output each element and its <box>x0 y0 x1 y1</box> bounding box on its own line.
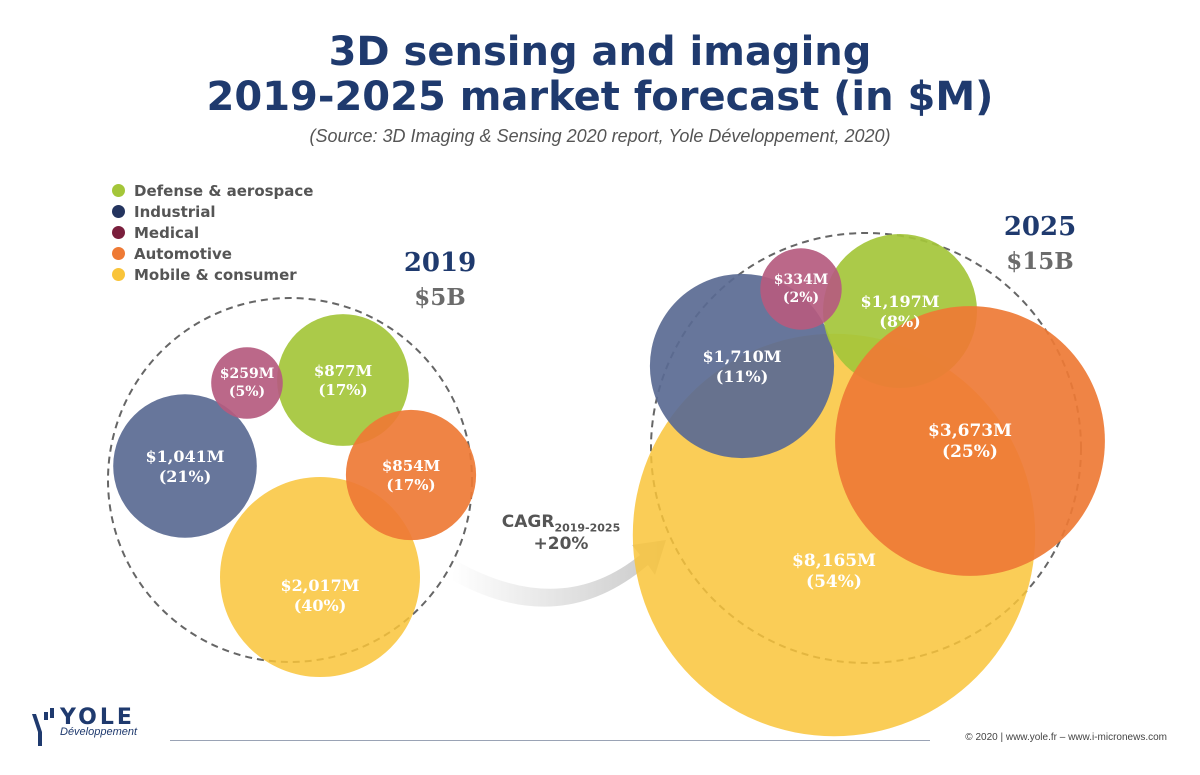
legend-swatch-mobile <box>112 268 125 281</box>
bubble-share-2025-medical: (2%) <box>782 289 820 306</box>
bubble-share-2019-industrial: (21%) <box>158 466 212 486</box>
bubble-value-2019-industrial: $1,041M <box>145 446 225 466</box>
brand-name: YOLE <box>60 705 135 730</box>
legend-swatch-defense <box>112 184 125 197</box>
title-line-1: 3D sensing and imaging <box>328 29 872 75</box>
cagr-period: 2019-2025 <box>554 521 621 535</box>
bubble-2019-automotive <box>345 409 477 541</box>
bubble-label-2019-medical: $259M (5%) <box>220 366 274 401</box>
bubble-value-2019-defense-aerospace: $877M <box>313 362 373 380</box>
bubble-value-2025-automotive: $3,673M <box>928 420 1012 441</box>
legend-item-automotive: Automotive <box>112 243 313 264</box>
bubble-label-2019-industrial: $1,041M (21%) <box>146 447 225 487</box>
bubble-2019-mobile-consumer <box>220 477 420 677</box>
bubble-value-2019-mobile-consumer: $2,017M <box>280 575 360 595</box>
bubble-value-2025-defense-aerospace: $1,197M <box>860 291 940 311</box>
bubble-label-2019-automotive: $854M (17%) <box>382 457 440 495</box>
legend-item-medical: Medical <box>112 222 313 243</box>
title-line-2: 2019-2025 market forecast (in $M) <box>206 74 994 120</box>
total-2019: $5B <box>414 284 466 311</box>
chart-title: 3D sensing and imaging 2019-2025 market … <box>0 30 1200 120</box>
total-2025: $15B <box>1006 248 1074 275</box>
bubble-2019-defense-aerospace <box>277 314 409 446</box>
bubble-label-2025-automotive: $3,673M (25%) <box>928 421 1012 464</box>
bubble-share-2025-mobile-consumer: (54%) <box>806 572 862 593</box>
brand-sub: Développement <box>60 726 138 738</box>
bubble-value-2019-medical: $259M <box>219 366 275 383</box>
brand: YOLE Développement <box>60 705 137 738</box>
bubble-value-2025-mobile-consumer: $8,165M <box>792 550 876 571</box>
yole-logo-icon <box>32 708 54 746</box>
bubble-label-2025-medical: $334M (2%) <box>774 272 828 307</box>
bubble-value-2019-automotive: $854M <box>381 457 441 475</box>
bubble-value-2025-medical: $334M <box>773 272 829 289</box>
legend-label-mobile: Mobile & consumer <box>134 265 297 284</box>
legend-item-industrial: Industrial <box>112 201 313 222</box>
bubble-label-2025-industrial: $1,710M (11%) <box>703 347 782 387</box>
cagr-value: +20% <box>533 534 589 555</box>
bubble-share-2019-mobile-consumer: (40%) <box>293 595 347 615</box>
bubble-share-2019-automotive: (17%) <box>386 475 436 494</box>
cagr-annotation: CAGR2019-2025 +20% <box>486 512 636 554</box>
legend: Defense & aerospace Industrial Medical A… <box>112 180 313 285</box>
legend-swatch-automotive <box>112 247 125 260</box>
bubble-label-2025-defense-aerospace: $1,197M (8%) <box>861 292 940 332</box>
bubbles-2019 <box>113 314 477 677</box>
bubble-label-2025-mobile-consumer: $8,165M (54%) <box>792 551 876 594</box>
bubble-label-2019-defense-aerospace: $877M (17%) <box>314 362 372 400</box>
growth-arrow <box>452 540 666 607</box>
legend-item-defense: Defense & aerospace <box>112 180 313 201</box>
bubble-label-2019-mobile-consumer: $2,017M (40%) <box>281 576 360 616</box>
bubbles-2025 <box>632 234 1105 737</box>
year-2019: 2019 <box>403 248 477 278</box>
bubble-share-2025-industrial: (11%) <box>715 366 769 386</box>
bubble-2025-medical <box>760 248 842 330</box>
bubble-share-2019-medical: (5%) <box>228 383 266 400</box>
legend-swatch-industrial <box>112 205 125 218</box>
bubble-share-2025-automotive: (25%) <box>942 441 998 462</box>
footer-divider <box>170 740 930 741</box>
bubble-2019-medical <box>211 347 283 419</box>
legend-item-mobile: Mobile & consumer <box>112 264 313 285</box>
bubble-share-2025-defense-aerospace: (8%) <box>879 311 921 331</box>
legend-label-medical: Medical <box>134 223 200 242</box>
bubble-2019-industrial <box>113 394 257 538</box>
cagr-label: CAGR <box>501 512 555 532</box>
legend-swatch-medical <box>112 226 125 239</box>
legend-label-automotive: Automotive <box>134 244 232 263</box>
bubble-2025-automotive <box>835 306 1105 576</box>
bubble-share-2019-defense-aerospace: (17%) <box>318 380 368 399</box>
bubble-value-2025-industrial: $1,710M <box>702 346 782 366</box>
legend-label-defense: Defense & aerospace <box>134 181 314 200</box>
copyright: © 2020 | www.yole.fr – www.i-micronews.c… <box>965 732 1167 743</box>
legend-label-industrial: Industrial <box>134 202 216 221</box>
year-2025: 2025 <box>1003 212 1077 242</box>
chart-subtitle: (Source: 3D Imaging & Sensing 2020 repor… <box>309 126 891 146</box>
